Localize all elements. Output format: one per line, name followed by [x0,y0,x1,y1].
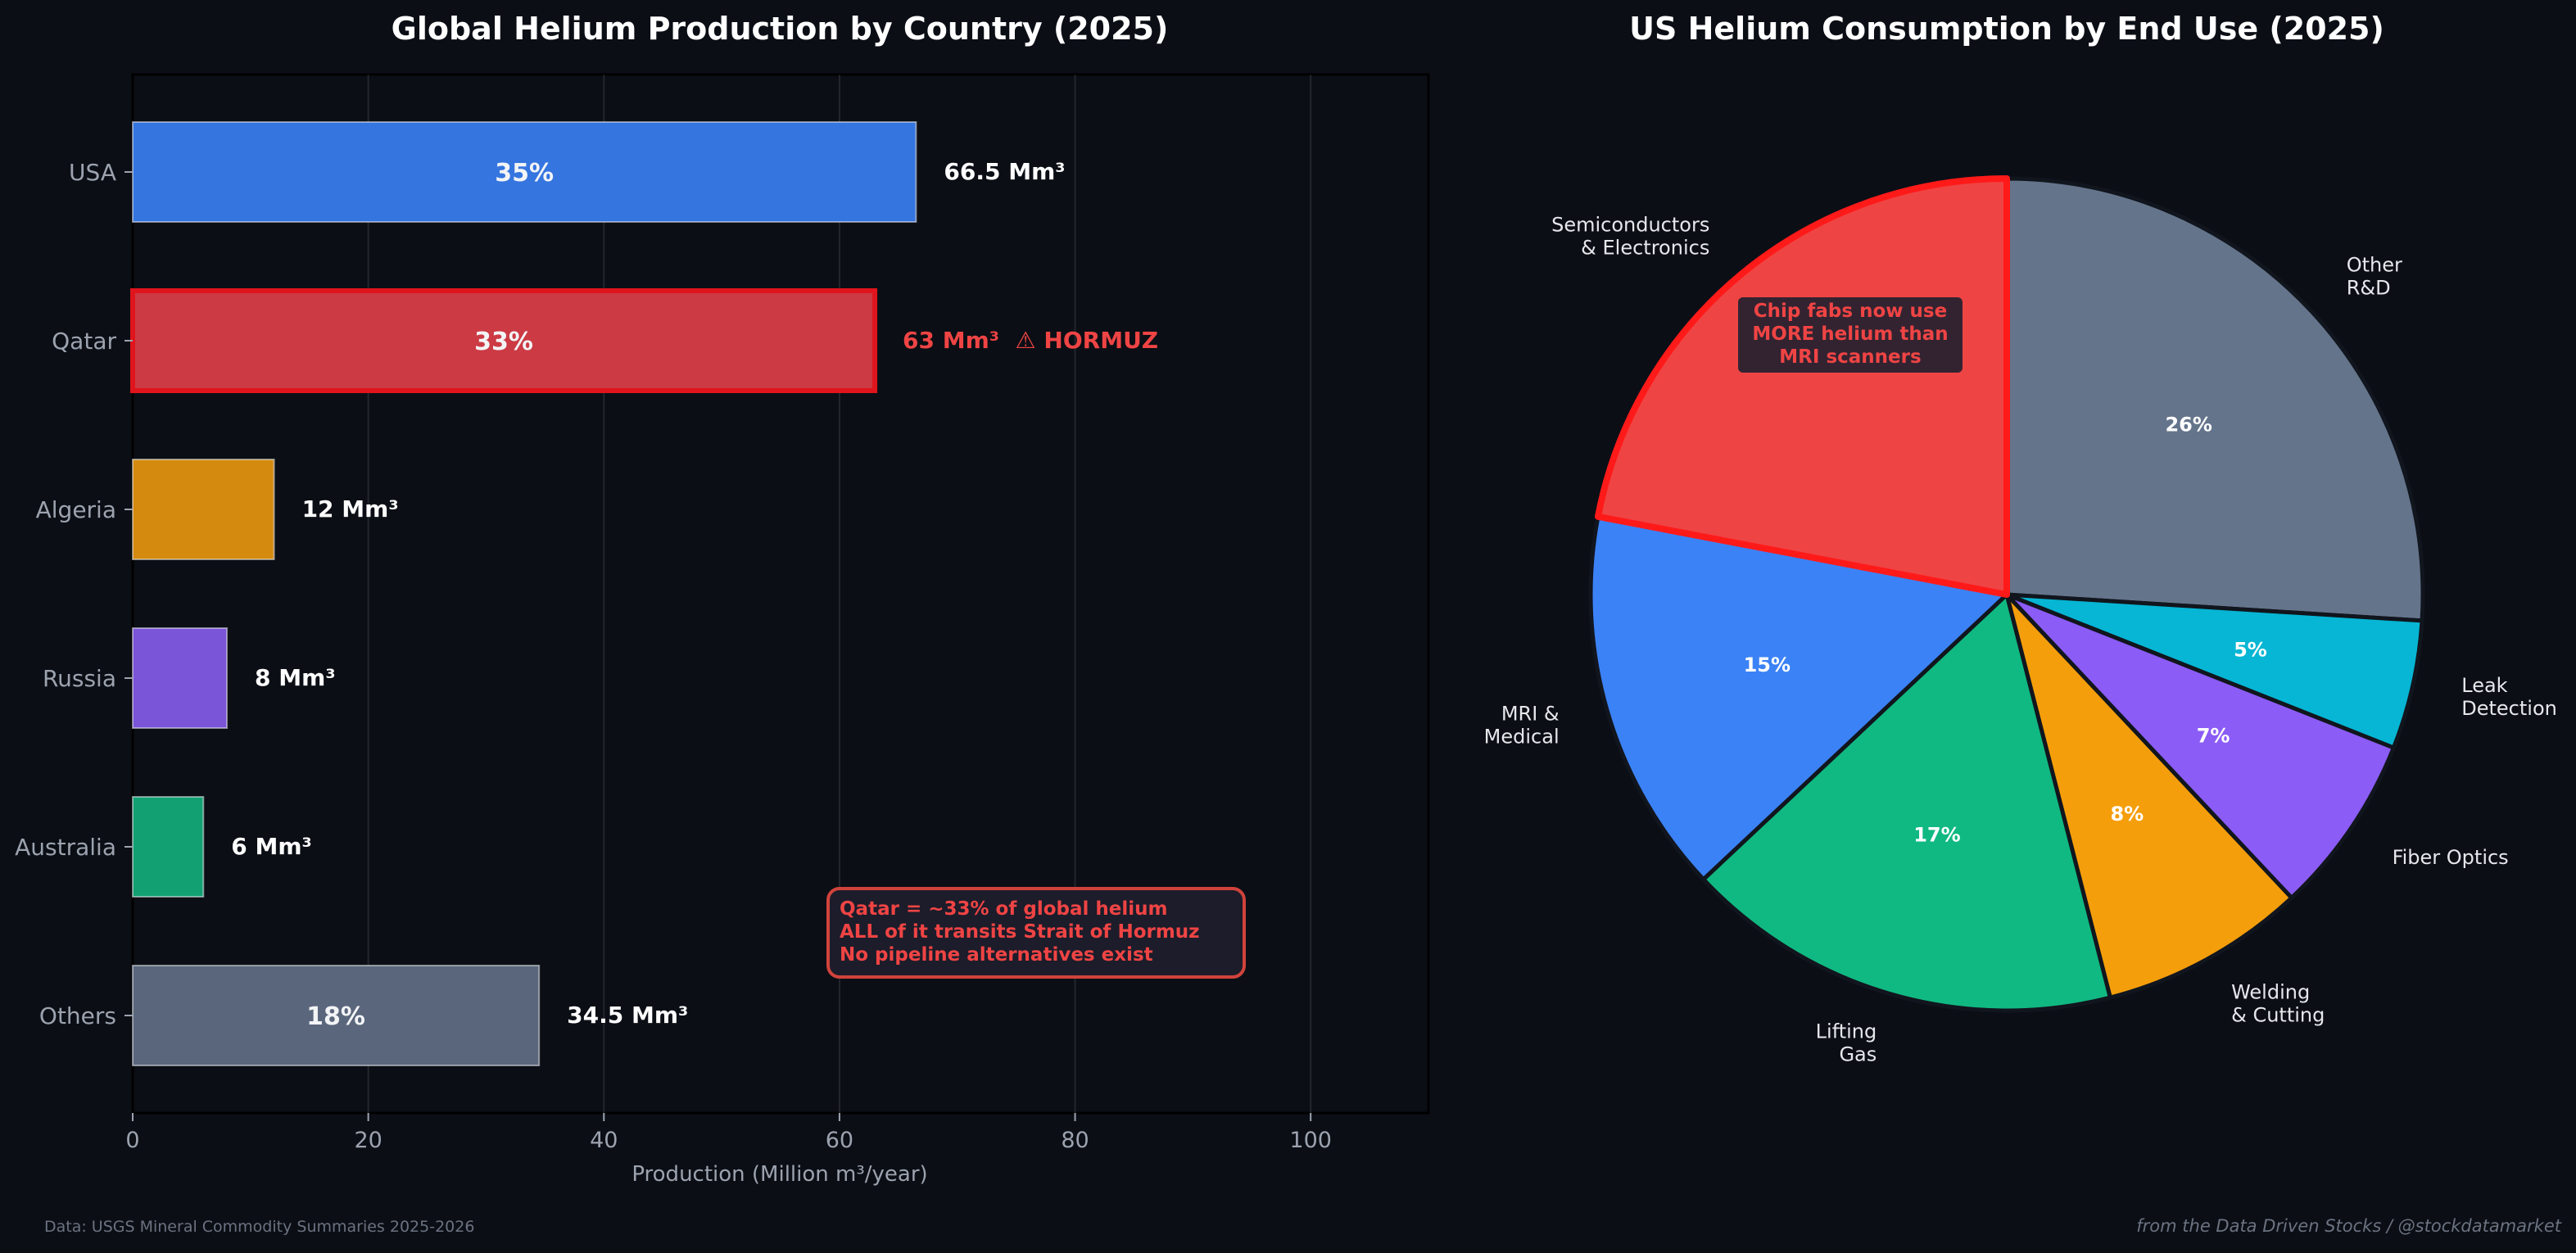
pie-category-label: Fiber Optics [2393,846,2509,869]
pie-category-label: & Electronics [1581,237,1709,260]
bars: 66.5 Mm³ 35% 63 Mm³ ⚠ HORMUZ 33% 12 Mm³ 8 Mm³… [130,121,1158,1066]
chip-fab-annotation: Chip fabs now use MORE helium than MRI s… [1738,297,1963,373]
x-tick-label: 0 [125,1128,139,1153]
pie-category-label: R&D [2347,277,2391,300]
pie-pct-label: 17% [1913,824,1960,847]
x-tick-label: 80 [1061,1128,1089,1153]
x-tick-label: 40 [590,1128,618,1153]
bar-value-label: 6 Mm³ [231,833,312,860]
pie-category-label: Other [2347,254,2402,277]
pie-category-label: Leak [2461,674,2507,697]
pie-slices [1588,175,2425,1013]
annotation-line: No pipeline alternatives exist [840,944,1153,966]
bar-value-label: 12 Mm³ [302,495,399,522]
pie-category-label: Medical [1484,726,1560,749]
highlight-outline [1595,175,2010,598]
pie-chart-title: US Helium Consumption by End Use (2025) [1629,11,2384,47]
pie-category-label: Semiconductors [1551,214,1709,237]
pie-slice [1588,514,2009,882]
pie-slice [2004,592,2396,900]
pie-pct-label: 26% [2165,413,2212,436]
annotation-line: MORE helium than [1752,323,1948,345]
pie-category-label: Detection [2461,697,2557,720]
y-tick-label: Qatar [52,328,116,355]
annotation-box [1738,297,1963,373]
pie-slice [2004,592,2294,1000]
pie-slice [2004,592,2424,750]
annotation-line: ALL of it transits Strait of Hormuz [840,921,1200,943]
hormuz-annotation: Qatar = ~33% of global helium ALL of it … [826,887,1246,979]
pie-pct-label: 15% [1744,654,1791,676]
bar [132,121,917,223]
x-tick-labels: 0 20 40 60 80 100 [125,1128,1332,1153]
pie-pct-label: 8% [2110,803,2144,826]
x-axis-label: Production (Million m³/year) [632,1162,927,1187]
bar-value-label: 8 Mm³ [255,664,336,691]
bar [132,965,541,1066]
bar [132,459,275,560]
source-note: Data: USGS Mineral Commodity Summaries 2… [44,1218,474,1236]
y-tick-labels: USA Qatar Algeria Russia Australia Others [15,159,133,1029]
pie-category-label: MRI & [1501,703,1560,726]
bar-share-label: 18% [306,1002,365,1031]
x-tick-label: 60 [826,1128,853,1153]
pie-slice [2004,176,2425,623]
pie-category-label: Lifting [1816,1020,1877,1043]
bar-value-label: 34.5 Mm³ [567,1002,688,1029]
annotation-line: Qatar = ~33% of global helium [840,898,1167,920]
pie-pct-label: 7% [2197,724,2230,747]
bar [132,796,205,898]
pie-chart: US Helium Consumption by End Use (2025) … [1484,11,2557,1065]
x-tick-label: 20 [354,1128,382,1153]
annotation-line: MRI scanners [1779,346,1921,368]
bar-share-label: 35% [495,159,554,188]
bar-chart: Global Helium Production by Country (202… [15,11,1430,1187]
y-tick-label: USA [69,159,116,186]
bar-chart-title: Global Helium Production by Country (202… [392,11,1169,47]
credit-note: from the Data Driven Stocks / @stockdata… [2136,1216,2561,1236]
bar [132,627,229,729]
y-tick-label: Others [39,1002,116,1029]
bar-share-label: 33% [474,328,533,356]
y-tick-label: Russia [43,665,116,692]
y-tick-label: Australia [15,834,116,861]
x-tick-label: 100 [1289,1128,1332,1153]
bar-value-label: 66.5 Mm³ [944,158,1065,185]
bar-value-label: 63 Mm³ ⚠ HORMUZ [903,327,1158,354]
pie-category-label: Gas [1839,1043,1877,1065]
annotation-box [826,887,1246,979]
y-tick-label: Algeria [36,496,116,523]
pie-category-label: Welding [2231,981,2310,1004]
pie-pct-label: 5% [2234,638,2267,661]
pie-category-label: & Cutting [2231,1004,2325,1027]
annotation-line: Chip fabs now use [1754,301,1947,322]
pie-slice [1701,592,2112,1013]
